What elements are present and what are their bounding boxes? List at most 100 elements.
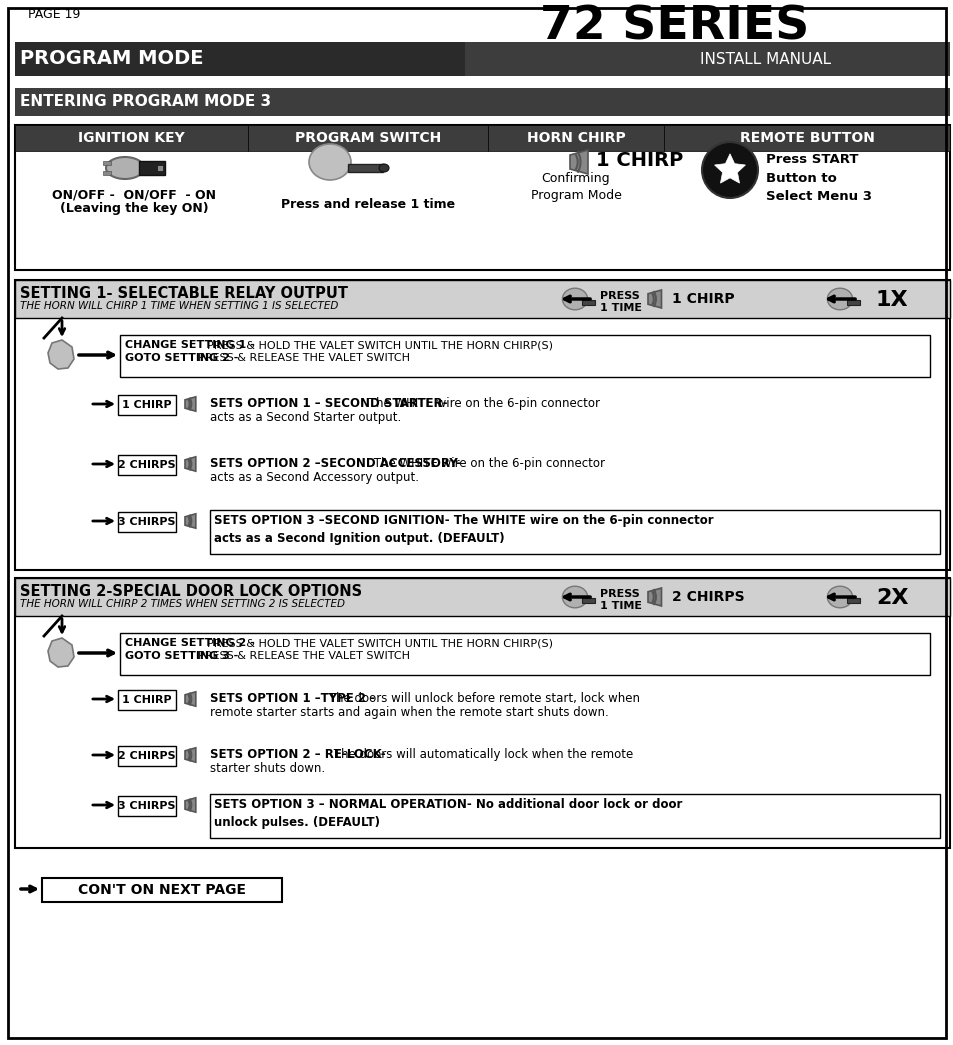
Text: PRESS
1 TIME: PRESS 1 TIME bbox=[599, 589, 641, 610]
Bar bbox=[103, 161, 111, 165]
Text: 1 CHIRP: 1 CHIRP bbox=[122, 695, 172, 705]
Bar bbox=[15, 280, 949, 318]
Text: 1 CHIRP: 1 CHIRP bbox=[671, 292, 734, 306]
Bar bbox=[15, 42, 949, 76]
Bar bbox=[488, 125, 663, 150]
Polygon shape bbox=[185, 748, 195, 762]
Text: PRESS & HOLD THE VALET SWITCH UNTIL THE HORN CHIRP(S): PRESS & HOLD THE VALET SWITCH UNTIL THE … bbox=[207, 340, 552, 350]
Bar bbox=[15, 42, 464, 76]
Bar bbox=[103, 171, 111, 175]
Text: THE HORN WILL CHIRP 2 TIMES WHEN SETTING 2 IS SELECTED: THE HORN WILL CHIRP 2 TIMES WHEN SETTING… bbox=[20, 599, 345, 609]
Text: SETS OPTION 2 – RE-LOCK-: SETS OPTION 2 – RE-LOCK- bbox=[210, 748, 385, 761]
Bar bbox=[157, 165, 163, 171]
Bar bbox=[846, 598, 859, 603]
Text: 2 CHIRPS: 2 CHIRPS bbox=[118, 751, 175, 761]
Bar bbox=[348, 164, 382, 172]
Text: 3 CHIRPS: 3 CHIRPS bbox=[118, 517, 175, 527]
Text: SETS OPTION 3 – NORMAL OPERATION- No additional door lock or door
unlock pulses.: SETS OPTION 3 – NORMAL OPERATION- No add… bbox=[213, 798, 681, 829]
Text: SETS OPTION 2 –SECOND ACCESSORY-: SETS OPTION 2 –SECOND ACCESSORY- bbox=[210, 457, 460, 470]
Bar bbox=[42, 878, 282, 902]
Text: CHANGE SETTING 1 -: CHANGE SETTING 1 - bbox=[125, 340, 258, 350]
Bar bbox=[663, 125, 949, 150]
Ellipse shape bbox=[826, 586, 852, 608]
Circle shape bbox=[701, 142, 758, 198]
Polygon shape bbox=[185, 692, 195, 706]
Text: SETTING 1- SELECTABLE RELAY OUTPUT: SETTING 1- SELECTABLE RELAY OUTPUT bbox=[20, 286, 348, 301]
Ellipse shape bbox=[562, 288, 587, 309]
Bar bbox=[15, 578, 949, 616]
Text: (Leaving the key ON): (Leaving the key ON) bbox=[60, 202, 208, 215]
Text: 2 CHIRPS: 2 CHIRPS bbox=[671, 590, 744, 604]
Text: The WHITE wire on the 6-pin connector: The WHITE wire on the 6-pin connector bbox=[370, 457, 604, 470]
Text: GOTO SETTING 3 -: GOTO SETTING 3 - bbox=[125, 651, 242, 661]
Bar bbox=[846, 300, 859, 305]
Text: PRESS & RELEASE THE VALET SWITCH: PRESS & RELEASE THE VALET SWITCH bbox=[198, 651, 410, 661]
Bar bbox=[248, 125, 488, 150]
Text: Confirming
Program Mode: Confirming Program Mode bbox=[530, 172, 620, 202]
Text: INSTALL MANUAL: INSTALL MANUAL bbox=[700, 51, 830, 67]
Text: SETS OPTION 3 –SECOND IGNITION- The WHITE wire on the 6-pin connector
acts as a : SETS OPTION 3 –SECOND IGNITION- The WHIT… bbox=[213, 514, 713, 545]
Polygon shape bbox=[185, 797, 195, 812]
Text: SETS OPTION 1 – SECOND STARTER-: SETS OPTION 1 – SECOND STARTER- bbox=[210, 397, 447, 410]
Polygon shape bbox=[48, 638, 74, 667]
Text: 1X: 1X bbox=[875, 291, 907, 310]
Ellipse shape bbox=[309, 144, 351, 180]
Polygon shape bbox=[185, 514, 195, 528]
Text: The doors will automatically lock when the remote: The doors will automatically lock when t… bbox=[330, 748, 633, 761]
Text: PRESS
1 TIME: PRESS 1 TIME bbox=[599, 291, 641, 312]
Text: ENTERING PROGRAM MODE 3: ENTERING PROGRAM MODE 3 bbox=[20, 94, 271, 110]
Bar bbox=[118, 796, 175, 816]
Bar bbox=[120, 633, 929, 675]
Bar bbox=[118, 512, 175, 532]
Text: CON'T ON NEXT PAGE: CON'T ON NEXT PAGE bbox=[78, 883, 246, 897]
Text: PROGRAM MODE: PROGRAM MODE bbox=[20, 49, 203, 69]
Text: acts as a Second Starter output.: acts as a Second Starter output. bbox=[210, 411, 401, 424]
Text: PROGRAM SWITCH: PROGRAM SWITCH bbox=[294, 131, 440, 145]
Bar bbox=[581, 598, 594, 603]
Text: Press START
Button to
Select Menu 3: Press START Button to Select Menu 3 bbox=[765, 153, 871, 203]
Bar bbox=[139, 161, 165, 175]
Text: acts as a Second Accessory output.: acts as a Second Accessory output. bbox=[210, 471, 418, 484]
Text: THE HORN WILL CHIRP 1 TIME WHEN SETTING 1 IS SELECTED: THE HORN WILL CHIRP 1 TIME WHEN SETTING … bbox=[20, 301, 338, 311]
Polygon shape bbox=[647, 291, 660, 308]
Text: GOTO SETTING 2 -: GOTO SETTING 2 - bbox=[125, 353, 242, 363]
Bar bbox=[118, 690, 175, 710]
Text: REMOTE BUTTON: REMOTE BUTTON bbox=[739, 131, 874, 145]
Bar bbox=[210, 510, 939, 554]
Text: 1 CHIRP: 1 CHIRP bbox=[122, 400, 172, 410]
Bar bbox=[581, 300, 594, 305]
Text: Press and release 1 time: Press and release 1 time bbox=[280, 198, 455, 211]
Text: remote starter starts and again when the remote start shuts down.: remote starter starts and again when the… bbox=[210, 706, 608, 719]
Ellipse shape bbox=[106, 157, 144, 179]
Text: The WHITE wire on the 6-pin connector: The WHITE wire on the 6-pin connector bbox=[365, 397, 599, 410]
Polygon shape bbox=[569, 150, 587, 175]
Bar bbox=[15, 125, 248, 150]
Text: 2X: 2X bbox=[875, 588, 907, 608]
Ellipse shape bbox=[562, 586, 587, 608]
Bar bbox=[118, 395, 175, 415]
Bar bbox=[15, 578, 949, 847]
Polygon shape bbox=[48, 340, 74, 369]
Polygon shape bbox=[647, 588, 660, 606]
Polygon shape bbox=[185, 397, 195, 411]
Text: PRESS & RELEASE THE VALET SWITCH: PRESS & RELEASE THE VALET SWITCH bbox=[198, 353, 410, 363]
Bar bbox=[210, 794, 939, 838]
Bar bbox=[15, 88, 949, 116]
Text: SETTING 2-SPECIAL DOOR LOCK OPTIONS: SETTING 2-SPECIAL DOOR LOCK OPTIONS bbox=[20, 584, 362, 599]
Bar bbox=[15, 125, 949, 270]
Bar bbox=[15, 280, 949, 570]
Text: starter shuts down.: starter shuts down. bbox=[210, 762, 325, 775]
Text: SETS OPTION 1 –TYPE 2 -: SETS OPTION 1 –TYPE 2 - bbox=[210, 692, 375, 705]
Text: 2 CHIRPS: 2 CHIRPS bbox=[118, 460, 175, 470]
Text: The doors will unlock before remote start, lock when: The doors will unlock before remote star… bbox=[325, 692, 639, 705]
Text: ON/OFF -  ON/OFF  - ON: ON/OFF - ON/OFF - ON bbox=[52, 188, 215, 201]
Ellipse shape bbox=[378, 164, 389, 172]
Text: CHANGE SETTING 2 -: CHANGE SETTING 2 - bbox=[125, 638, 258, 648]
Text: PAGE 19: PAGE 19 bbox=[28, 8, 80, 21]
Ellipse shape bbox=[826, 288, 852, 309]
Text: 72 SERIES: 72 SERIES bbox=[539, 4, 808, 49]
Text: PRESS & HOLD THE VALET SWITCH UNTIL THE HORN CHIRP(S): PRESS & HOLD THE VALET SWITCH UNTIL THE … bbox=[207, 638, 552, 648]
Text: IGNITION KEY: IGNITION KEY bbox=[78, 131, 185, 145]
Bar bbox=[120, 335, 929, 377]
Polygon shape bbox=[185, 457, 195, 471]
